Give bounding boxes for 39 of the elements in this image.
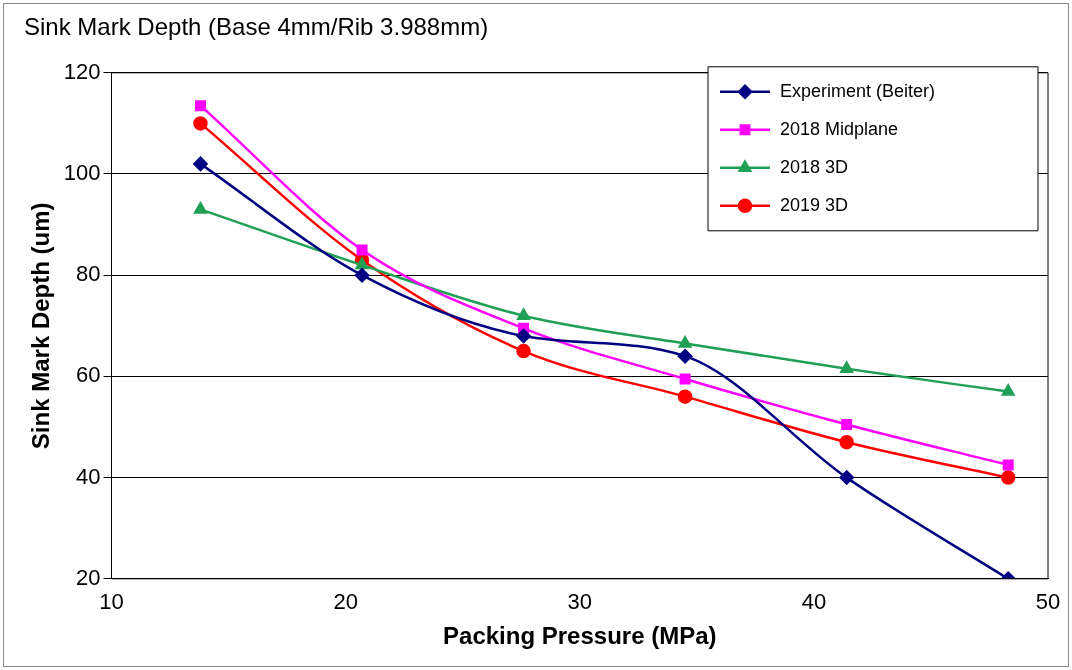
legend-label: 2019 3D [780,194,849,215]
y-tick-label: 100 [63,160,101,186]
point [839,470,854,485]
point [841,418,853,430]
point [355,257,369,270]
point [517,308,531,320]
x-tick-label: 10 [99,589,124,615]
point [354,267,370,283]
legend-label: 2018 3D [780,156,849,177]
point [516,328,531,344]
point [677,348,693,364]
point [193,116,208,131]
point [1001,384,1015,396]
x-tick-label: 40 [801,589,827,615]
point [356,244,368,256]
point [677,389,693,404]
legend-label: 2018 Midplane [780,118,899,139]
x-tick-label: 20 [333,589,358,615]
y-tick-label: 80 [76,261,101,287]
y-axis-title: Sink Mark Depth (um) [27,202,55,450]
y-tick-label: 40 [76,463,101,489]
y-tick-label: 20 [76,564,101,590]
y-tick-label: 60 [76,362,101,388]
point [516,343,531,359]
point [678,336,692,348]
chart-title: Sink Mark Depth (Base 4mm/Rib 3.988mm) [24,13,489,41]
point [1000,470,1016,485]
point [194,202,207,214]
y-tick-label: 120 [63,58,101,84]
point [839,434,854,450]
point [193,156,208,172]
point [1002,459,1014,471]
legend-label: Experiment (Beiter) [780,80,936,101]
point [679,373,691,385]
point [194,100,206,112]
x-axis-title: Packing Pressure (MPa) [443,622,717,650]
x-tick-label: 50 [1035,589,1061,615]
x-tick-label: 30 [567,589,592,615]
point [840,361,854,374]
